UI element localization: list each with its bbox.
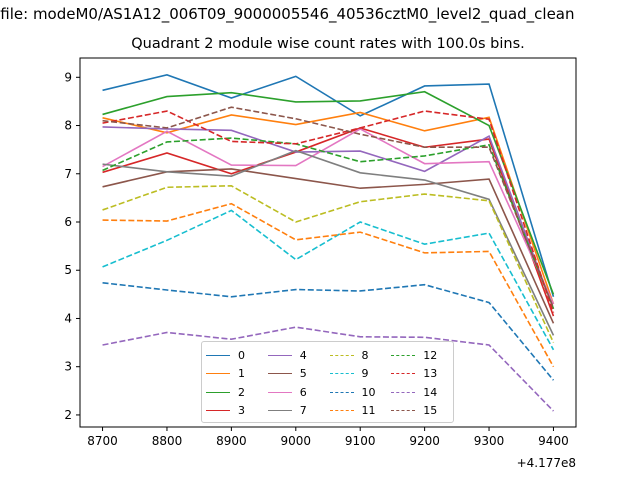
y-tick-label: 2 (64, 408, 72, 422)
legend-swatch (391, 391, 416, 393)
legend-item: 2 (206, 383, 264, 402)
x-tick-label: 9000 (281, 434, 312, 448)
legend-item: 12 (391, 346, 449, 365)
figure-suptitle: n file: modeM0/AS1A12_006T09_9000005546_… (0, 5, 575, 23)
legend-swatch (267, 391, 292, 393)
legend-item: 4 (267, 346, 326, 365)
x-tick-label: 9200 (409, 434, 440, 448)
legend-swatch (206, 391, 230, 393)
legend-item: 3 (206, 402, 264, 421)
legend-item: 15 (391, 402, 449, 421)
legend-item: 9 (329, 365, 388, 384)
legend-swatch (267, 410, 292, 412)
y-tick-label: 4 (64, 311, 72, 325)
legend-item: 11 (329, 402, 388, 421)
legend-swatch (391, 354, 416, 356)
legend-item: 1 (206, 365, 264, 384)
chart-legend: 0 1 2 3 4 5 6 7 8 9 10 11 12 13 14 15 (201, 341, 454, 423)
plot-frame (79, 57, 577, 428)
series-line-8 (102, 185, 555, 343)
series-line-15 (102, 106, 555, 309)
y-tick-label: 9 (64, 70, 72, 84)
legend-label: 10 (361, 385, 376, 399)
legend-swatch (206, 354, 230, 356)
y-tick-label: 7 (64, 167, 72, 181)
legend-label: 0 (238, 348, 245, 362)
legend-swatch (391, 373, 416, 375)
series-line-2 (102, 90, 555, 295)
legend-label: 7 (299, 404, 307, 418)
y-tick-label: 5 (64, 263, 72, 277)
x-tick-label: 9400 (538, 434, 569, 448)
legend-label: 11 (361, 404, 376, 418)
legend-item: 6 (267, 383, 326, 402)
legend-label: 6 (299, 385, 307, 399)
legend-label: 8 (361, 348, 369, 362)
legend-label: 9 (361, 367, 369, 381)
legend-label: 3 (238, 404, 245, 418)
x-tick-label: 9300 (474, 434, 505, 448)
chart-title: Quadrant 2 module wise count rates with … (131, 36, 525, 52)
legend-item: 7 (267, 402, 326, 421)
y-tick-label: 6 (64, 215, 72, 229)
legend-swatch (206, 373, 230, 375)
legend-label: 15 (423, 404, 438, 418)
x-tick-label: 8700 (87, 434, 118, 448)
legend-swatch (206, 410, 230, 412)
legend-swatch (329, 410, 354, 412)
legend-swatch (329, 354, 354, 356)
series-line-13 (102, 110, 555, 313)
legend-swatch (267, 373, 292, 375)
legend-label: 13 (423, 367, 438, 381)
legend-item: 13 (391, 365, 449, 384)
series-line-7 (102, 149, 555, 336)
y-axis: 2 3 4 5 6 7 8 9 (64, 70, 80, 422)
series-line-3 (102, 127, 555, 317)
series-line-10 (102, 281, 555, 381)
x-tick-label: 8800 (152, 434, 183, 448)
legend-swatch (391, 410, 416, 412)
y-tick-label: 3 (64, 360, 72, 374)
series-line-12 (102, 137, 555, 310)
x-axis-offset-label: +4.177e8 (517, 456, 576, 470)
legend-label: 12 (423, 348, 438, 362)
legend-item: 0 (206, 346, 264, 365)
series-line-11 (102, 202, 555, 368)
x-tick-label: 8900 (216, 434, 247, 448)
series-line-9 (102, 209, 555, 351)
series-line-4 (102, 126, 555, 310)
legend-label: 5 (299, 367, 307, 381)
series-line-6 (102, 127, 555, 305)
x-axis: 8700 8800 8900 9000 9100 9200 9300 9400 (87, 427, 569, 448)
legend-item: 5 (267, 365, 326, 384)
legend-swatch (267, 354, 292, 356)
x-tick-label: 9100 (345, 434, 376, 448)
legend-item: 10 (329, 383, 388, 402)
series-line-0 (102, 74, 555, 297)
legend-swatch (329, 373, 354, 375)
legend-item: 14 (391, 383, 449, 402)
legend-label: 14 (423, 385, 438, 399)
y-tick-label: 8 (64, 119, 72, 133)
legend-label: 2 (238, 385, 245, 399)
legend-label: 1 (238, 367, 245, 381)
legend-item: 8 (329, 346, 388, 365)
series-layer (102, 74, 555, 412)
legend-swatch (329, 391, 354, 393)
legend-label: 4 (299, 348, 307, 362)
series-line-14 (102, 326, 555, 412)
series-line-5 (102, 168, 555, 324)
